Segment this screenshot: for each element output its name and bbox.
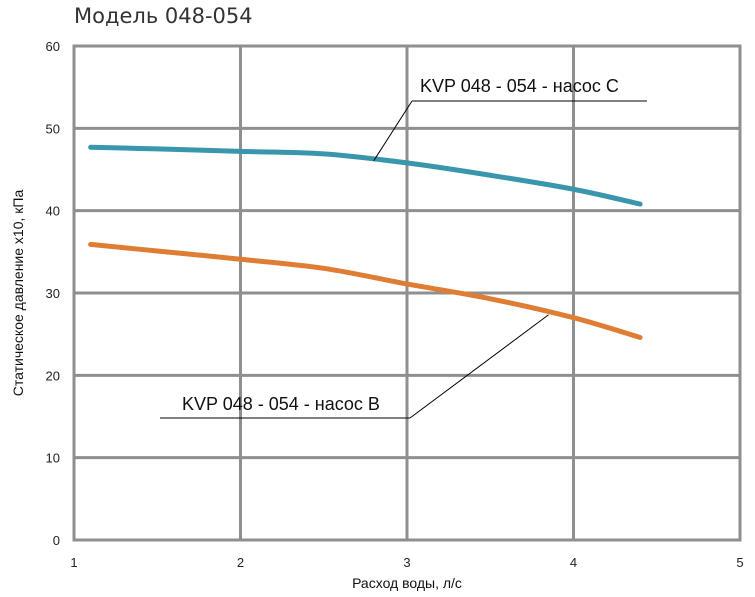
annotation-leader-pump-c [373,100,413,162]
series-line-pump-c [88,144,643,207]
grid [72,44,742,542]
x-tick-label-1: 1 [70,555,77,570]
chart-title: Модель 048-054 [74,4,253,28]
plot-frame [72,44,742,542]
y-tick-label-30: 30 [46,286,60,301]
y-tick-label-40: 40 [46,204,60,219]
annotation-leader-pump-b [409,314,549,419]
y-tick-label-60: 60 [46,39,60,54]
annotation-pump-c: KVP 048 - 054 - насос C [420,76,619,96]
x-tick-label-4: 4 [570,555,577,570]
series-line-pump-b [88,241,643,340]
series-annotations: KVP 048 - 054 - насос C KVP 048 - 054 - н… [160,76,647,419]
annotation-pump-b: KVP 048 - 054 - насос B [182,394,380,414]
x-tick-label-3: 3 [403,555,410,570]
y-tick-label-0: 0 [53,533,60,548]
x-tick-label-5: 5 [736,555,743,570]
y-tick-label-50: 50 [46,121,60,136]
y-axis-label: Статическое давление х10, кПа [10,190,26,397]
x-axis-label: Расход воды, л/с [352,575,462,591]
x-tick-label-2: 2 [237,555,244,570]
y-tick-label-10: 10 [46,451,60,466]
y-tick-label-20: 20 [46,368,60,383]
series-lines [88,144,643,340]
